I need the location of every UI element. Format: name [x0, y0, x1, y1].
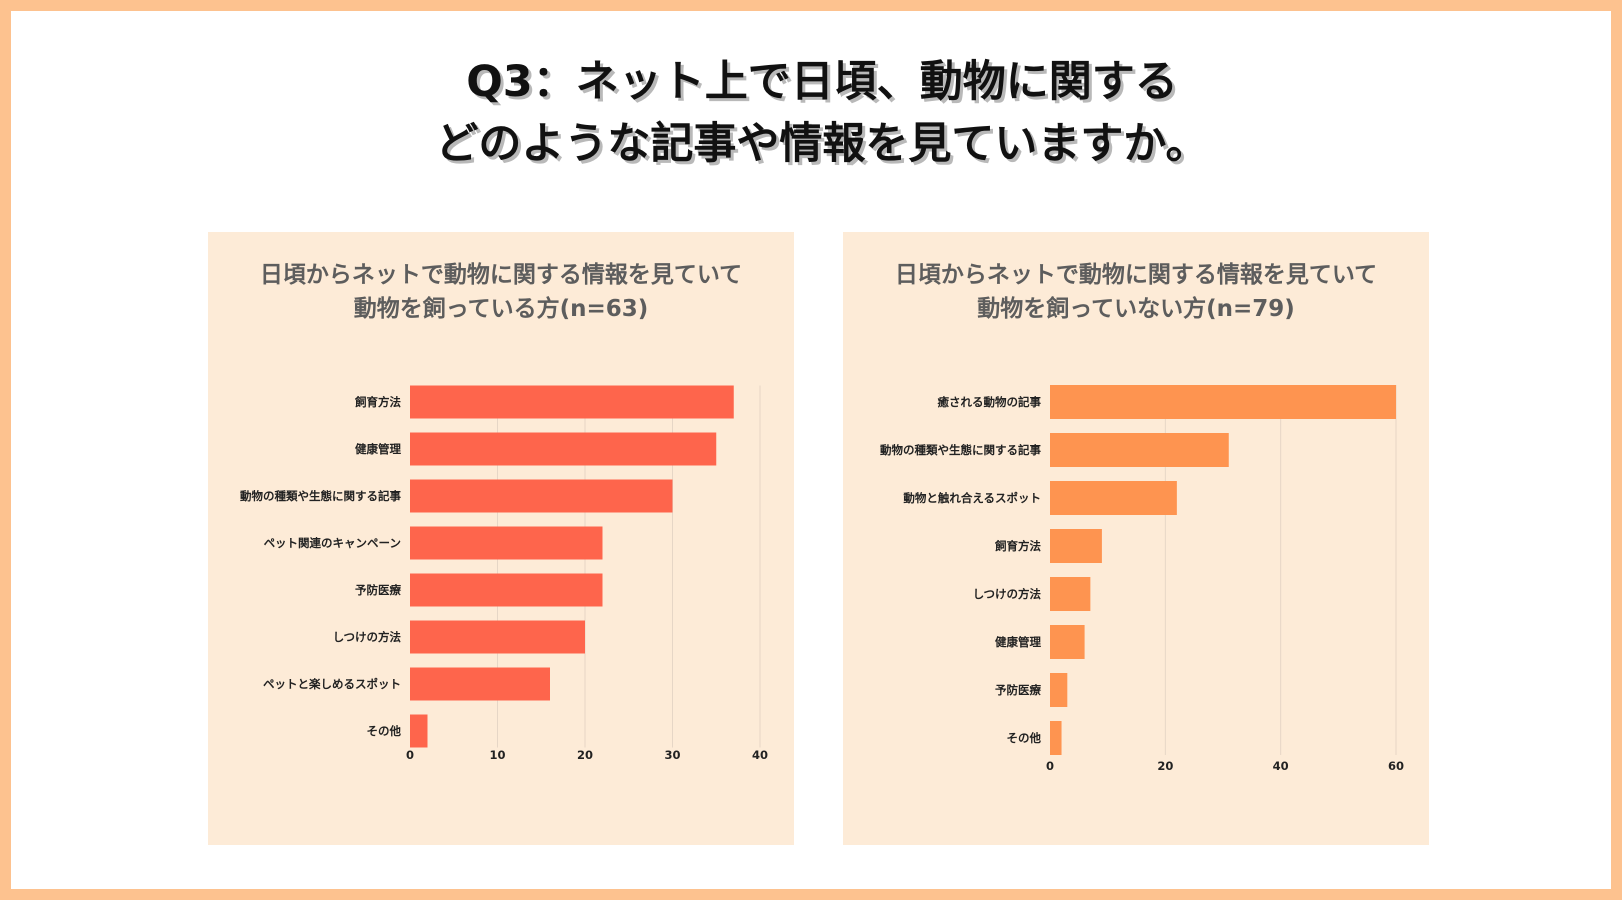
bar-owners-2 — [410, 432, 717, 466]
bar-chart-owners: 0 10 20 30 40 飼育方法健康管理動物の種類や生態に関する記事ペット関連のキャン… — [240, 385, 768, 762]
bar-owners-6 — [410, 620, 585, 654]
x-tick-label-owners-40: 40 — [752, 748, 768, 762]
bar-owners-3 — [410, 479, 673, 513]
category-label-owners-6: しつけの方法 — [333, 630, 402, 644]
bar-non-owners-8 — [1050, 721, 1062, 755]
chart-title-owners-line-2: 動物を飼っている方(n=63) — [353, 296, 649, 322]
category-label-non-owners-5: しつけの方法 — [973, 587, 1042, 601]
bar-owners-4 — [410, 526, 603, 560]
bar-non-owners-6 — [1050, 625, 1085, 659]
x-tick-label-non-owners-20: 20 — [1157, 759, 1173, 773]
chart-title-owners: 日頃からネットで動物に関する情報を見ていて 動物を飼っている方(n=63) — [208, 258, 794, 326]
category-label-non-owners-4: 飼育方法 — [994, 539, 1041, 553]
bar-non-owners-4 — [1050, 529, 1102, 563]
x-tick-label-non-owners-0: 0 — [1046, 759, 1054, 773]
bar-non-owners-2 — [1050, 433, 1229, 467]
category-label-non-owners-6: 健康管理 — [995, 635, 1041, 649]
category-label-owners-2: 健康管理 — [355, 442, 401, 456]
chart-title-non-owners: 日頃からネットで動物に関する情報を見ていて 動物を飼っていない方(n=79) — [843, 258, 1429, 326]
bar-owners-1 — [410, 385, 734, 419]
category-label-owners-8: その他 — [367, 724, 402, 738]
bar-owners-5 — [410, 573, 603, 607]
category-label-non-owners-1: 癒される動物の記事 — [938, 395, 1042, 409]
bar-non-owners-1 — [1050, 385, 1396, 419]
category-label-owners-5: 予防医療 — [355, 583, 401, 597]
x-tick-label-owners-30: 30 — [664, 748, 680, 762]
chart-title-non-owners-line-1: 日頃からネットで動物に関する情報を見ていて — [894, 262, 1378, 288]
x-tick-label-owners-10: 10 — [489, 748, 505, 762]
chart-title-non-owners-line-2: 動物を飼っていない方(n=79) — [977, 296, 1295, 322]
page-title-line-1: Q3：ネット上で日頃、動物に関する — [466, 57, 1178, 107]
bar-non-owners-5 — [1050, 577, 1091, 611]
category-label-non-owners-3: 動物と触れ合えるスポット — [903, 491, 1041, 505]
category-label-non-owners-8: その他 — [1007, 731, 1042, 745]
x-tick-label-owners-20: 20 — [577, 748, 593, 762]
bar-chart-non-owners: 0 20 40 60 癒される動物の記事動物の種類や生態に関する記事動物と触れ合えるスポ… — [880, 385, 1404, 773]
bar-non-owners-7 — [1050, 673, 1068, 707]
x-tick-label-non-owners-60: 60 — [1388, 759, 1404, 773]
category-label-non-owners-7: 予防医療 — [995, 683, 1041, 697]
page-title: Q3：ネット上で日頃、動物に関する どのような記事や情報を見ていますか。 — [11, 51, 1622, 175]
category-label-owners-3: 動物の種類や生態に関する記事 — [240, 489, 401, 503]
chart-panel-owners: 日頃からネットで動物に関する情報を見ていて 動物を飼っている方(n=63) 0 1… — [208, 232, 794, 845]
x-tick-label-owners-0: 0 — [406, 748, 414, 762]
page-title-line-2: どのような記事や情報を見ていますか。 — [435, 119, 1209, 169]
category-label-owners-7: ペットと楽しめるスポット — [263, 677, 401, 691]
bar-owners-8 — [410, 714, 428, 748]
bar-non-owners-3 — [1050, 481, 1177, 515]
bar-owners-7 — [410, 667, 550, 701]
x-tick-label-non-owners-40: 40 — [1273, 759, 1289, 773]
category-label-non-owners-2: 動物の種類や生態に関する記事 — [880, 443, 1041, 457]
chart-panel-non-owners: 日頃からネットで動物に関する情報を見ていて 動物を飼っていない方(n=79) 0… — [843, 232, 1429, 845]
category-label-owners-4: ペット関連のキャンペーン — [264, 536, 401, 550]
category-label-owners-1: 飼育方法 — [354, 395, 401, 409]
chart-title-owners-line-1: 日頃からネットで動物に関する情報を見ていて — [259, 262, 743, 288]
